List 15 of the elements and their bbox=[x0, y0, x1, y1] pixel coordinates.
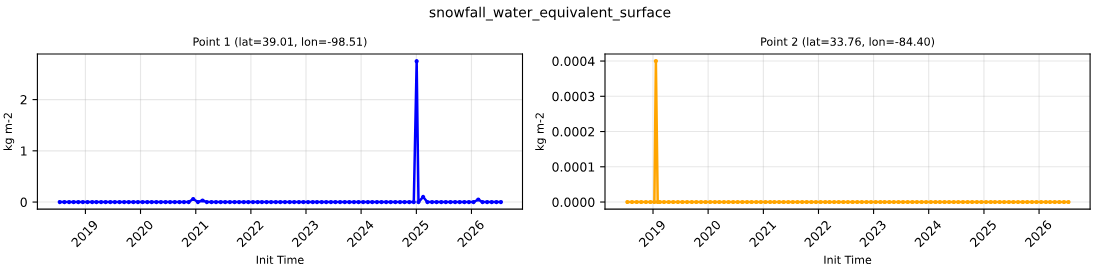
y-tick-label: 2 bbox=[20, 95, 27, 105]
y-tick-label: 0.0002 bbox=[552, 127, 595, 137]
y-axis-title: kg m-2 bbox=[535, 113, 546, 150]
x-axis-title: Init Time bbox=[256, 255, 304, 264]
x-axis-title: Init Time bbox=[824, 255, 872, 264]
y-tick-label: 0 bbox=[20, 197, 27, 207]
y-tick-label: 1 bbox=[21, 146, 27, 156]
y-axis-title: kg m-2 bbox=[3, 113, 15, 150]
chart-title: Point 2 (lat=33.76, lon=-84.40) bbox=[761, 37, 935, 48]
y-tick-label: 0.0001 bbox=[552, 162, 595, 172]
text: snowfall_water_equivalent_surface bbox=[429, 6, 671, 21]
y-tick-label: 0.0004 bbox=[552, 56, 595, 66]
y-tick-label: 0.0000 bbox=[552, 197, 595, 207]
chart-title: Point 1 (lat=39.01, lon=-98.51) bbox=[193, 37, 367, 48]
y-tick-label: 0.0003 bbox=[552, 91, 595, 102]
